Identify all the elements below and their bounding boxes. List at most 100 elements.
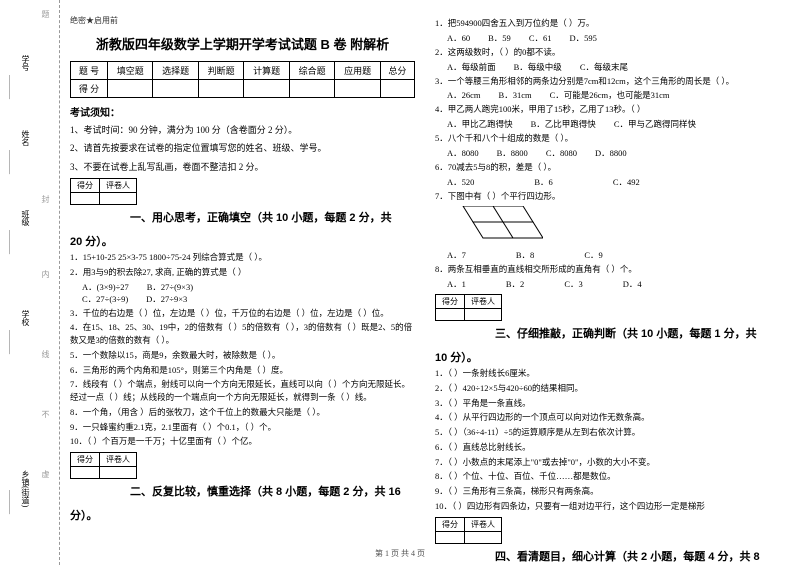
section-2-title: 二、反复比较，慎重选择（共 8 小题，每题 2 分，共 16 [130, 486, 401, 498]
eval-score: 得分 [436, 517, 465, 531]
opt: A．甲比乙跑得快 [447, 118, 513, 130]
header-cell: 填空题 [107, 62, 152, 80]
judge-q7: 7．（ ）小数点的末尾添上"0"或去掉"0"，小数的大小不变。 [435, 456, 780, 469]
field-school: 学校 [20, 310, 31, 326]
binding-char: 内 [40, 270, 51, 278]
choice-q7: 7．下图中有（ ）个平行四边形。 [435, 190, 780, 203]
opt: A．60 [447, 32, 470, 44]
empty-cell [71, 467, 100, 479]
judge-q4: 4．（ ）从平行四边形的一个顶点可以向对边作无数条高。 [435, 411, 780, 424]
choice-q2: 2．这两级数时，（ ）的0都不读。 [435, 46, 780, 59]
choice-q7-opts: A．7 B．8 C．9 [447, 249, 780, 261]
opt: C．61 [529, 32, 552, 44]
choice-q4: 4．甲乙两人跑完100米，甲用了15秒，乙用了13秒。（ ） [435, 103, 780, 116]
empty-cell [71, 193, 100, 205]
opt: C．可能是26cm，也可能是31cm [550, 89, 670, 101]
page-footer: 第 1 页 共 4 页 [0, 548, 800, 559]
header-cell: 题 号 [71, 62, 108, 80]
fill-q6: 6．三角形的两个内角和是105°，则第三个内角是（ ）度。 [70, 364, 415, 377]
empty-cell [100, 193, 137, 205]
eval-person: 评卷人 [465, 517, 502, 531]
eval-person: 评卷人 [100, 179, 137, 193]
choice-q2-opts: A．每级前面 B．每级中级 C．每级末尾 [447, 61, 780, 73]
field-town: 乡镇(街道) [20, 470, 31, 507]
table-row: 题 号 填空题 选择题 判断题 计算题 综合题 应用题 总分 [71, 62, 415, 80]
opt-a: A．(3×9)÷27 [82, 281, 129, 293]
score-table: 题 号 填空题 选择题 判断题 计算题 综合题 应用题 总分 得 分 [70, 61, 415, 98]
table-row: 得 分 [71, 80, 415, 98]
fill-q2: 2．用3与9的积去除27, 求商, 正确的算式是（ ） [70, 266, 415, 279]
opt: C．3 [564, 278, 582, 290]
field-name: 姓名 [20, 130, 31, 146]
header-cell: 选择题 [153, 62, 198, 80]
eval-table: 得分评卷人 [70, 452, 137, 479]
parallelogram-diagram [453, 206, 780, 245]
parallelogram-svg [453, 206, 543, 242]
secret-note: 绝密★启用前 [70, 15, 415, 26]
choice-q1: 1．把594900四舍五入到万位约是（ ）万。 [435, 17, 780, 30]
fill-q2-opts2: C．27÷(3÷9) D．27÷9×3 [82, 293, 415, 305]
section-3-cont: 10 分）。 [435, 349, 780, 365]
empty-cell [465, 309, 502, 321]
choice-q5-opts: A．8080 B．8800 C．8080 D．8800 [447, 147, 780, 159]
choice-q3: 3．一个等腰三角形相邻的两条边分别是7cm和12cm，这个三角形的周长是（ ）。 [435, 75, 780, 88]
field-line: ______ [8, 230, 17, 254]
empty-cell [436, 531, 465, 543]
score-cell [289, 80, 334, 98]
choice-q6: 6．70减去5与8的积，差是（ ）。 [435, 161, 780, 174]
binding-char: 不 [40, 410, 51, 418]
judge-q1: 1．（ ）一条射线长6厘米。 [435, 367, 780, 380]
opt-c: C．27÷(3÷9) [82, 293, 128, 305]
eval-person: 评卷人 [465, 295, 502, 309]
exam-title: 浙教版四年级数学上学期开学考试试题 B 卷 附解析 [70, 34, 415, 53]
opt: B．31cm [499, 89, 532, 101]
judge-q3: 3．（ ）平角是一条直线。 [435, 397, 780, 410]
judge-q5: 5．（ ）（36÷4-11）÷5的运算顺序是从左到右依次计算。 [435, 426, 780, 439]
opt: A．7 [447, 249, 466, 261]
fill-q10: 10．（ ）个百万是一千万；十亿里面有（ ）个亿。 [70, 435, 415, 448]
judge-q10: 10．（ ）四边形有四条边，只要有一组对边平行，这个四边形一定是梯形 [435, 500, 780, 513]
opt: B．59 [488, 32, 511, 44]
fill-q1: 1．15+10-25 25×3-75 1800÷75-24 列综合算式是（ ）。 [70, 251, 415, 264]
header-cell: 计算题 [244, 62, 289, 80]
opt: A．1 [447, 278, 466, 290]
opt: B．乙比甲跑得快 [531, 118, 596, 130]
field-line: ______ [8, 490, 17, 514]
score-cell [335, 80, 380, 98]
binding-char: 题 [40, 10, 51, 18]
score-cell [380, 80, 414, 98]
notice-item: 1、考试时间：90 分钟，满分为 100 分（含卷面分 2 分）。 [70, 123, 415, 137]
binding-margin: 题 学号 ______ 姓名 ______ 封 班级 ______ 内 学校 _… [0, 0, 60, 565]
opt: D．595 [569, 32, 596, 44]
section-2-cont: 分）。 [70, 507, 415, 523]
score-cell [153, 80, 198, 98]
opt-b: B．27÷(9×3) [147, 281, 193, 293]
eval-table: 得分评卷人 [435, 294, 502, 321]
binding-char: 封 [40, 195, 51, 203]
choice-q3-opts: A．26cm B．31cm C．可能是26cm，也可能是31cm [447, 89, 780, 101]
fill-q4: 4．在15、18、25、30、19中，2的倍数有（ ）5的倍数有（ ），3的倍数… [70, 321, 415, 347]
opt: B．每级中级 [514, 61, 562, 73]
field-line: ______ [8, 75, 17, 99]
choice-q4-opts: A．甲比乙跑得快 B．乙比甲跑得快 C．甲与乙跑得同样快 [447, 118, 780, 130]
empty-cell [100, 467, 137, 479]
opt-d: D．27÷9×3 [146, 293, 187, 305]
header-cell: 综合题 [289, 62, 334, 80]
header-cell: 应用题 [335, 62, 380, 80]
fill-q9: 9．一只蜂蜜约重2.1克，2.1里面有（ ）个0.1，（ ）个。 [70, 421, 415, 434]
opt: C．492 [613, 176, 640, 188]
eval-table: 得分评卷人 [435, 517, 502, 544]
fill-q3: 3．千位的右边是（ ）位，左边是（ ）位，千万位的右边是（ ）位，左边是（ ）位… [70, 307, 415, 320]
opt: A．8080 [447, 147, 479, 159]
eval-score: 得分 [71, 179, 100, 193]
binding-char: 线 [40, 350, 51, 358]
section-1-cont: 20 分）。 [70, 233, 415, 249]
notice-item: 3、不要在试卷上乱写乱画，卷面不整洁扣 2 分。 [70, 160, 415, 174]
fill-q7: 7．线段有（ ）个端点，射线可以向一个方向无限延长，直线可以向（ ）个方向无限延… [70, 378, 415, 404]
left-column: 绝密★启用前 浙教版四年级数学上学期开学考试试题 B 卷 附解析 题 号 填空题… [70, 15, 415, 564]
section-3-title: 三、仔细推敲，正确判断（共 10 小题，每题 1 分，共 [495, 328, 757, 340]
eval-score: 得分 [71, 453, 100, 467]
section-1-title: 一、用心思考，正确填空（共 10 小题，每题 2 分，共 [130, 212, 392, 224]
choice-q8: 8．两条互相垂直的直线相交所形成的直角有（ ）个。 [435, 263, 780, 276]
judge-q9: 9．（ ）三角形有三条高，梯形只有两条高。 [435, 485, 780, 498]
